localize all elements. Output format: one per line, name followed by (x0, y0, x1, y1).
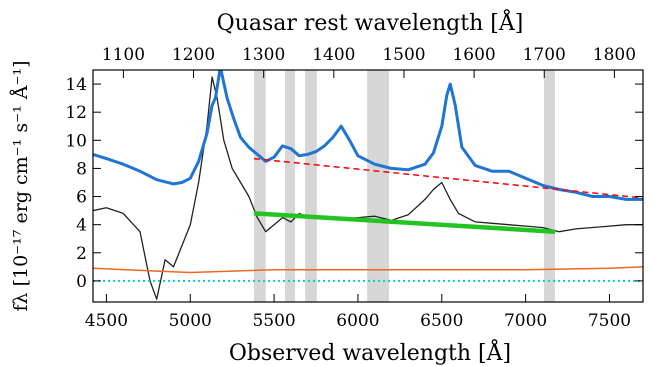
top-tick-label: 1200 (172, 45, 215, 65)
y-tick-label: 6 (76, 188, 87, 208)
shaded-regions (253, 70, 555, 302)
y-tick-label: 4 (76, 216, 87, 236)
x-axis-label: Observed wavelength [Å] (229, 338, 511, 366)
top-tick-label: 1700 (523, 45, 566, 65)
shaded-region-1 (253, 70, 266, 302)
data-series (93, 70, 643, 300)
noise-spectrum-line (93, 266, 643, 274)
continuum-fit-dashed-line (253, 157, 643, 199)
x-tick-label: 4500 (85, 311, 128, 331)
top-tick-label: 1400 (312, 45, 355, 65)
x-tick-label: 5500 (252, 311, 295, 331)
axis-ticks: 4500 5000 5500 6000 6500 7000 7500 0 2 4 6 8 10 12 14 1… (65, 45, 643, 331)
observed-spectrum-line (93, 76, 643, 300)
x-tick-label: 5000 (169, 311, 212, 331)
shaded-region-3 (305, 70, 317, 302)
top-tick-label: 1300 (242, 45, 285, 65)
plot-frame (92, 69, 644, 303)
y-tick-label: 14 (65, 75, 87, 95)
continuum-fit-line (253, 211, 556, 234)
top-tick-label: 1600 (452, 45, 495, 65)
y-tick-label: 10 (65, 131, 87, 151)
shaded-region-2 (284, 70, 296, 302)
top-axis-label: Quasar rest wavelength [Å] (217, 8, 524, 36)
y-axis-label: fλ [10⁻¹⁷ erg cm⁻¹ s⁻¹ Å⁻¹] (10, 60, 32, 311)
top-tick-label: 1500 (382, 45, 425, 65)
x-tick-label: 6000 (336, 311, 379, 331)
x-tick-label: 7000 (504, 311, 547, 331)
x-tick-label: 6500 (420, 311, 463, 331)
y-tick-label: 8 (76, 159, 87, 179)
top-tick-label: 1100 (102, 45, 145, 65)
top-tick-label: 1800 (593, 45, 636, 65)
composite-template-line (93, 70, 643, 201)
y-tick-label: 0 (76, 272, 87, 292)
y-tick-label: 2 (76, 244, 87, 264)
shaded-region-4 (367, 70, 389, 302)
x-tick-label: 7500 (588, 311, 631, 331)
y-tick-label: 12 (65, 103, 87, 123)
